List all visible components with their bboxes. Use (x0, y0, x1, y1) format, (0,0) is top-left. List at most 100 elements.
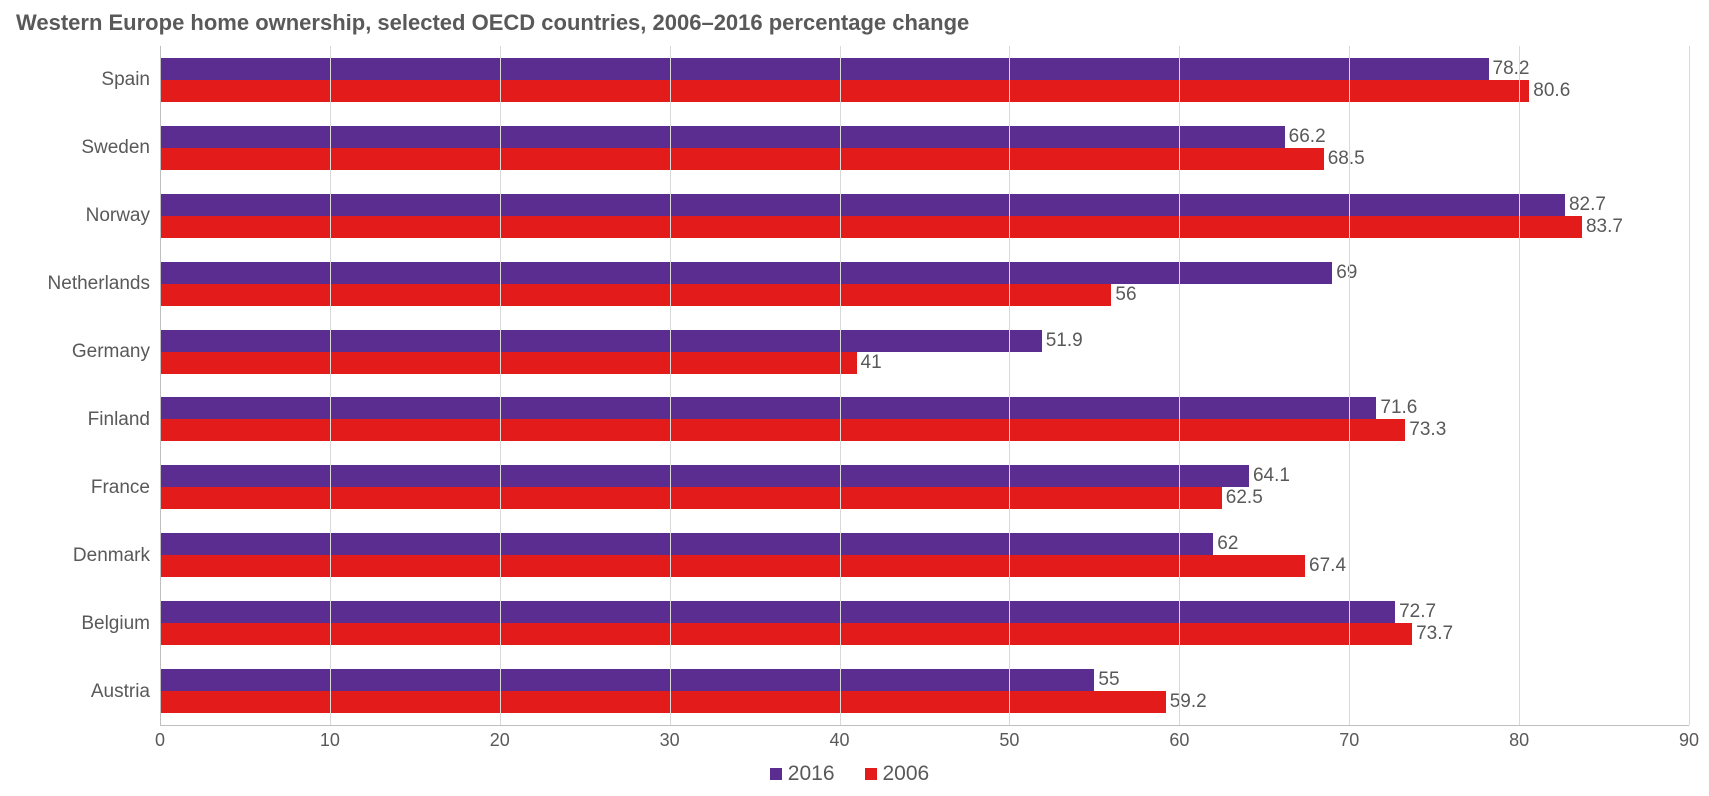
bar-row: 67.4 (160, 555, 1689, 577)
x-tick-label: 20 (490, 730, 510, 751)
x-tick-label: 90 (1679, 730, 1699, 751)
bar-row: 72.7 (160, 601, 1689, 623)
bar-row: 69 (160, 262, 1689, 284)
bar-row: 66.2 (160, 126, 1689, 148)
chart-body: SpainSwedenNorwayNetherlandsGermanyFinla… (10, 46, 1689, 726)
bar-value-label: 83.7 (1586, 216, 1623, 238)
bar (160, 419, 1405, 441)
x-tick-label: 40 (830, 730, 850, 751)
bar-value-label: 69 (1336, 262, 1357, 284)
bar-group: 64.162.5 (160, 457, 1689, 517)
bar-value-label: 62 (1217, 533, 1238, 555)
y-axis-label: Sweden (81, 118, 150, 178)
bar-value-label: 67.4 (1309, 555, 1346, 577)
bar-row: 55 (160, 669, 1689, 691)
bar-value-label: 68.5 (1328, 148, 1365, 170)
bar-value-label: 73.7 (1416, 623, 1453, 645)
bar-row: 82.7 (160, 194, 1689, 216)
legend-label: 2016 (788, 762, 835, 786)
grid-line (330, 46, 331, 725)
bar-group: 72.773.7 (160, 593, 1689, 653)
bar-value-label: 56 (1115, 284, 1136, 306)
grid-line (1689, 46, 1690, 725)
bar-group: 51.9 41 (160, 322, 1689, 382)
y-axis-label: Norway (86, 186, 150, 246)
bar-row: 80.6 (160, 80, 1689, 102)
bar (160, 397, 1376, 419)
x-tick-label: 60 (1169, 730, 1189, 751)
y-axis-label: Germany (72, 322, 150, 382)
grid-line (1519, 46, 1520, 725)
grid-line (670, 46, 671, 725)
bar (160, 284, 1111, 306)
grid-line (840, 46, 841, 725)
x-tick-label: 80 (1509, 730, 1529, 751)
bar-row: 41 (160, 352, 1689, 374)
bar-row: 68.5 (160, 148, 1689, 170)
legend: 2016 2006 (10, 762, 1689, 786)
bar-row: 73.3 (160, 419, 1689, 441)
bar-value-label: 72.7 (1399, 601, 1436, 623)
bar-group: 78.280.6 (160, 50, 1689, 110)
bar-value-label: 55 (1098, 669, 1119, 691)
bar-row: 83.7 (160, 216, 1689, 238)
bar (160, 465, 1249, 487)
bar-group: 71.673.3 (160, 389, 1689, 449)
x-axis: 0102030405060708090 (160, 726, 1689, 756)
x-tick-label: 10 (320, 730, 340, 751)
bar (160, 194, 1565, 216)
y-axis-label: Finland (88, 390, 150, 450)
bar (160, 148, 1324, 170)
bar-group: 82.783.7 (160, 186, 1689, 246)
plot-area: 78.280.666.268.582.783.7695651.94171.673… (160, 46, 1689, 726)
bar-row: 59.2 (160, 691, 1689, 713)
bars-container: 78.280.666.268.582.783.7695651.94171.673… (160, 46, 1689, 725)
bar-row: 71.6 (160, 397, 1689, 419)
y-axis-label: Denmark (73, 526, 150, 586)
bar-value-label: 66.2 (1289, 126, 1326, 148)
y-axis-label: Belgium (81, 594, 150, 654)
bar-row: 78.2 (160, 58, 1689, 80)
x-tick-label: 50 (999, 730, 1019, 751)
grid-line (160, 46, 161, 725)
bar (160, 533, 1213, 555)
bar-value-label: 71.6 (1380, 397, 1417, 419)
chart-title: Western Europe home ownership, selected … (16, 10, 1689, 36)
bar-value-label: 80.6 (1533, 80, 1570, 102)
y-axis-label: Austria (91, 662, 150, 722)
grid-line (1009, 46, 1010, 725)
bar (160, 262, 1332, 284)
x-tick-label: 70 (1339, 730, 1359, 751)
legend-item: 2006 (865, 762, 930, 786)
bar (160, 487, 1222, 509)
bar-row: 56 (160, 284, 1689, 306)
chart-container: Western Europe home ownership, selected … (10, 10, 1689, 786)
grid-line (500, 46, 501, 725)
y-axis-label: Spain (101, 50, 150, 110)
x-tick-label: 0 (155, 730, 165, 751)
y-axis-labels: SpainSwedenNorwayNetherlandsGermanyFinla… (10, 46, 160, 726)
legend-swatch (865, 768, 877, 780)
bar-value-label: 62.5 (1226, 487, 1263, 509)
bar-value-label: 41 (861, 352, 882, 374)
bar-row: 62 (160, 533, 1689, 555)
bar-group: 5559.2 (160, 661, 1689, 721)
bar (160, 330, 1042, 352)
bar-group: 66.268.5 (160, 118, 1689, 178)
bar (160, 80, 1529, 102)
bar-value-label: 82.7 (1569, 194, 1606, 216)
bar-value-label: 64.1 (1253, 465, 1290, 487)
bar (160, 352, 857, 374)
bar-value-label: 73.3 (1409, 419, 1446, 441)
bar-row: 62.5 (160, 487, 1689, 509)
legend-swatch (770, 768, 782, 780)
legend-item: 2016 (770, 762, 835, 786)
y-axis-label: France (91, 458, 150, 518)
bar (160, 555, 1305, 577)
bar-value-label: 51.9 (1046, 330, 1083, 352)
bar (160, 58, 1489, 80)
bar-row: 73.7 (160, 623, 1689, 645)
grid-line (1349, 46, 1350, 725)
legend-label: 2006 (883, 762, 930, 786)
x-tick-label: 30 (660, 730, 680, 751)
